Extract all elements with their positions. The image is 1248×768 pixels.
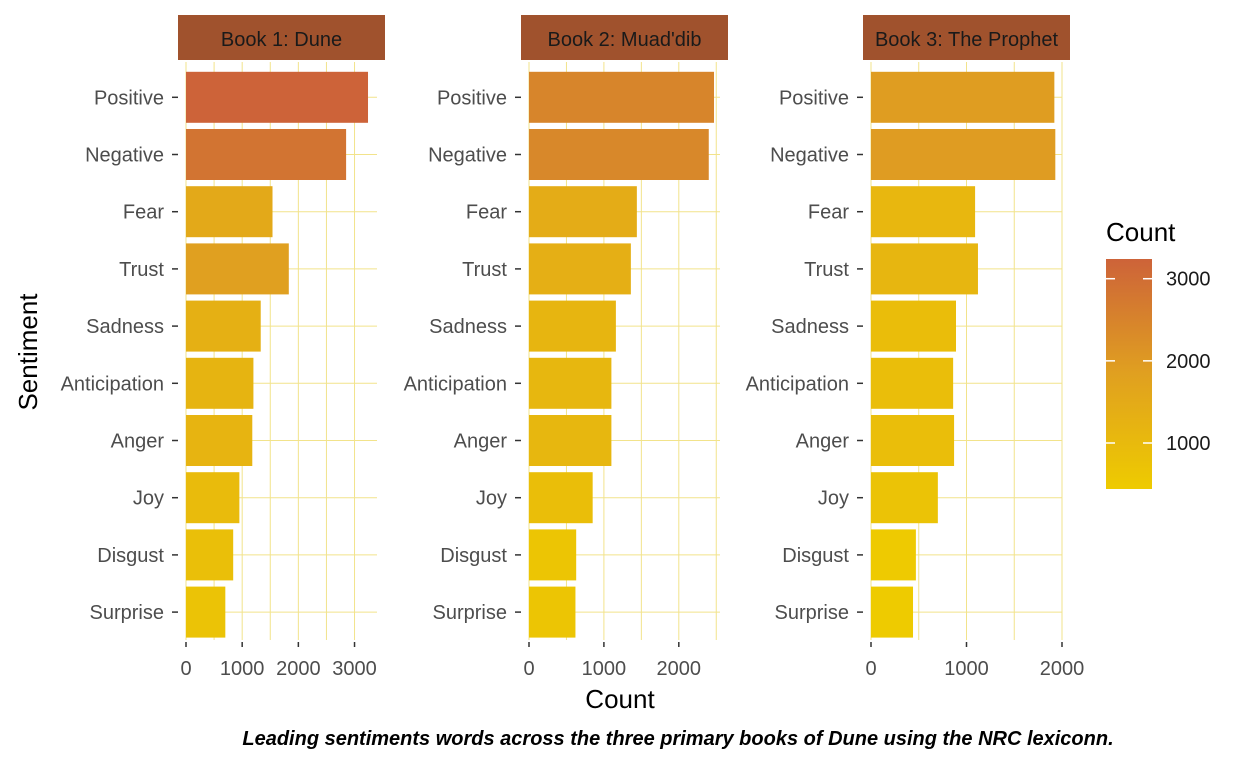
bar-joy (186, 472, 240, 524)
facet-strip-label: Book 1: Dune (221, 29, 342, 51)
bar-disgust (871, 529, 916, 581)
color-legend: Count 3000 2000 1000 (1106, 217, 1211, 489)
legend-colorbar (1106, 259, 1152, 489)
y-tick-label: Positive (94, 87, 164, 109)
legend-ticks: 3000 2000 1000 (1106, 269, 1211, 455)
bar-anger (529, 415, 612, 466)
bar-sadness (871, 300, 956, 352)
bar-surprise (529, 586, 576, 638)
y-tick-label: Joy (476, 488, 507, 510)
legend-tick-label: 3000 (1166, 269, 1211, 291)
bar-fear (186, 186, 273, 238)
y-tick-label: Surprise (90, 602, 164, 624)
y-tick-label: Positive (779, 87, 849, 109)
bar-anticipation (871, 357, 954, 409)
facet-panel: Book 2: Muad'dib Positive Negative Fear Trus… (404, 15, 728, 680)
y-tick-label: Disgust (440, 545, 507, 567)
x-tick-label: 2000 (1040, 658, 1085, 680)
facet-panel: Book 3: The Prophet Positive Negative Fear T… (746, 15, 1085, 680)
bar-surprise (186, 586, 226, 638)
bar-positive (871, 71, 1055, 123)
bar-fear (529, 186, 637, 238)
facet-panel: Book 1: Dune Positive Negative Fear Trust Sad… (61, 15, 385, 680)
bar-anticipation (529, 357, 612, 409)
bar-negative (529, 129, 709, 180)
x-tick-label: 1000 (220, 658, 265, 680)
x-tick-label: 0 (180, 658, 191, 680)
y-tick-label: Anticipation (61, 373, 164, 395)
y-tick-label: Sadness (86, 316, 164, 338)
x-tick-label: 3000 (332, 658, 377, 680)
y-tick-label: Joy (818, 488, 849, 510)
x-tick-label: 1000 (944, 658, 989, 680)
y-tick-label: Fear (466, 202, 507, 224)
bar-negative (871, 129, 1056, 180)
bar-disgust (529, 529, 577, 581)
x-tick-label: 0 (865, 658, 876, 680)
legend-tick-label: 1000 (1166, 433, 1211, 455)
y-tick-label: Disgust (782, 545, 849, 567)
bar-fear (871, 186, 976, 238)
bar-joy (871, 472, 938, 524)
y-tick-label: Fear (123, 202, 164, 224)
legend-tick-label: 2000 (1166, 351, 1211, 373)
y-tick-label: Negative (428, 145, 507, 167)
x-tick-label: 0 (523, 658, 534, 680)
facet-strip-label: Book 2: Muad'dib (548, 29, 702, 51)
facet-strip (178, 15, 385, 60)
x-tick-label: 2000 (657, 658, 702, 680)
y-tick-label: Joy (133, 488, 164, 510)
x-tick-label: 2000 (276, 658, 321, 680)
y-axis-title: Sentiment (13, 293, 43, 411)
y-tick-label: Disgust (97, 545, 164, 567)
bar-trust (186, 243, 289, 295)
bar-trust (871, 243, 978, 295)
y-tick-label: Surprise (433, 602, 507, 624)
bar-positive (186, 71, 369, 123)
facet-panels: Book 1: Dune Positive Negative Fear Trust Sad… (61, 15, 1085, 680)
y-tick-label: Sadness (771, 316, 849, 338)
bar-anger (186, 415, 253, 466)
y-tick-label: Negative (770, 145, 849, 167)
y-tick-label: Surprise (775, 602, 849, 624)
bar-trust (529, 243, 631, 295)
bar-sadness (186, 300, 261, 352)
facet-strip (521, 15, 728, 60)
x-axis-title: Count (585, 684, 655, 714)
y-tick-label: Positive (437, 87, 507, 109)
bar-surprise (871, 586, 914, 638)
y-tick-label: Anticipation (746, 373, 849, 395)
bar-sadness (529, 300, 616, 352)
bar-anticipation (186, 357, 254, 409)
bar-joy (529, 472, 593, 524)
bar-negative (186, 129, 347, 180)
y-tick-label: Trust (804, 259, 849, 281)
y-tick-label: Sadness (429, 316, 507, 338)
y-tick-label: Trust (119, 259, 164, 281)
y-tick-label: Fear (808, 202, 849, 224)
bar-anger (871, 415, 955, 466)
y-tick-label: Anger (796, 431, 850, 453)
chart-caption: Leading sentiments words across the thre… (242, 728, 1114, 750)
bar-positive (529, 71, 715, 123)
y-tick-label: Anger (454, 431, 508, 453)
y-tick-label: Anger (111, 431, 165, 453)
facet-strip-label: Book 3: The Prophet (875, 29, 1059, 51)
y-tick-label: Trust (462, 259, 507, 281)
bar-disgust (186, 529, 234, 581)
y-tick-label: Anticipation (404, 373, 507, 395)
y-tick-label: Negative (85, 145, 164, 167)
legend-title: Count (1106, 217, 1176, 247)
facet-strip (863, 15, 1070, 60)
x-tick-label: 1000 (582, 658, 627, 680)
